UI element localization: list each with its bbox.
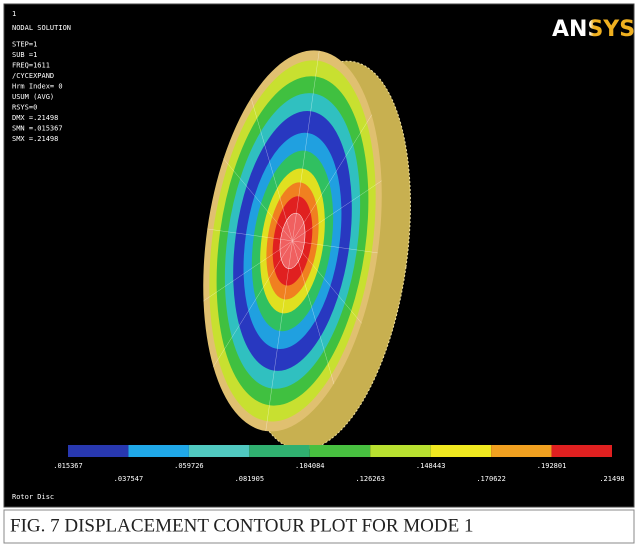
legend-label: .126263: [355, 475, 385, 483]
info-line: SUB =1: [12, 51, 37, 59]
info-line: SMN =.015367: [12, 125, 63, 133]
info-line: /CYCEXPAND: [12, 72, 54, 80]
figure: ANSYS 1 NODAL SOLUTION STEP=1 SUB =1 FREQ=16…: [0, 0, 638, 545]
legend-label: .081905: [235, 475, 265, 483]
legend-swatch: [68, 445, 128, 457]
model-title: Rotor Disc: [12, 493, 54, 501]
caption: FIG. 7 DISPLACEMENT CONTOUR PLOT FOR MOD…: [10, 515, 473, 536]
legend-swatch: [370, 445, 430, 457]
legend-swatch: [310, 445, 370, 457]
legend-swatch: [431, 445, 491, 457]
legend-label: .148443: [416, 462, 446, 470]
legend-label: .104084: [295, 462, 325, 470]
info-line: FREQ=1611: [12, 62, 50, 70]
info-line: DMX =.21498: [12, 114, 58, 122]
legend-swatch: [249, 445, 309, 457]
legend-label: .170622: [476, 475, 506, 483]
legend-label: .192801: [537, 462, 567, 470]
ansys-logo: ANSYS: [552, 17, 635, 42]
info-line: Hrm Index= 0: [12, 83, 63, 91]
window-number: 1: [12, 10, 16, 18]
info-line: STEP=1: [12, 41, 37, 49]
legend-swatch: [189, 445, 249, 457]
legend-label: .059726: [174, 462, 204, 470]
legend-label: .037547: [114, 475, 144, 483]
info-line: RSYS=0: [12, 104, 37, 112]
info-line: SMX =.21498: [12, 135, 58, 143]
info-line: NODAL SOLUTION: [12, 24, 71, 32]
legend-swatch: [552, 445, 612, 457]
info-line: USUM (AVG): [12, 93, 54, 101]
legend-swatch: [128, 445, 188, 457]
legend-label: .015367: [53, 462, 83, 470]
legend-swatch: [491, 445, 551, 457]
legend-label: .21498: [599, 475, 624, 483]
